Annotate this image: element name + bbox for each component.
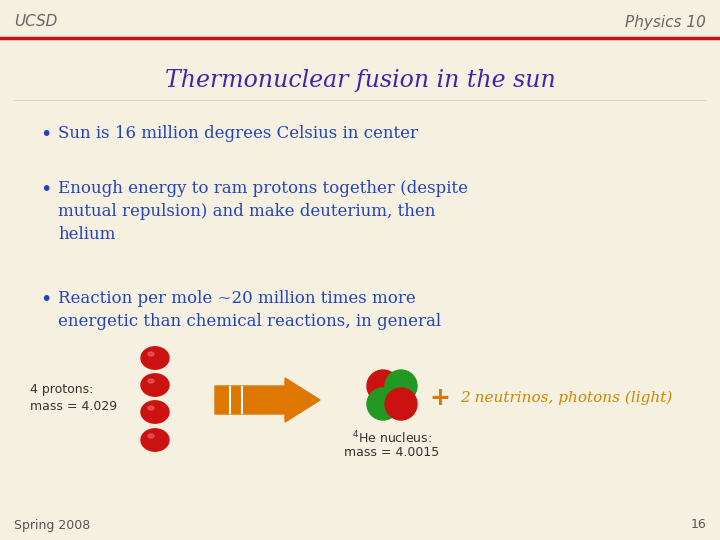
Ellipse shape	[141, 347, 169, 369]
Circle shape	[367, 370, 399, 402]
Text: •: •	[40, 180, 52, 199]
Polygon shape	[215, 378, 320, 422]
Ellipse shape	[148, 379, 154, 383]
Text: UCSD: UCSD	[14, 15, 58, 30]
Text: Sun is 16 million degrees Celsius in center: Sun is 16 million degrees Celsius in cen…	[58, 125, 418, 142]
Circle shape	[385, 370, 417, 402]
Text: Physics 10: Physics 10	[625, 15, 706, 30]
Circle shape	[367, 388, 399, 420]
Ellipse shape	[148, 434, 154, 438]
Text: Spring 2008: Spring 2008	[14, 518, 90, 531]
Text: Thermonuclear fusion in the sun: Thermonuclear fusion in the sun	[165, 69, 555, 91]
Text: +: +	[430, 386, 451, 410]
Ellipse shape	[148, 352, 154, 356]
Ellipse shape	[141, 429, 169, 451]
Text: •: •	[40, 290, 52, 309]
Circle shape	[385, 388, 417, 420]
Text: 16: 16	[690, 518, 706, 531]
Text: $^4$He nucleus:: $^4$He nucleus:	[352, 430, 432, 447]
Ellipse shape	[141, 401, 169, 423]
Text: Reaction per mole ~20 million times more
energetic than chemical reactions, in g: Reaction per mole ~20 million times more…	[58, 290, 441, 330]
Text: Enough energy to ram protons together (despite
mutual repulsion) and make deuter: Enough energy to ram protons together (d…	[58, 180, 468, 242]
Text: 4 protons:
mass = 4.029: 4 protons: mass = 4.029	[30, 383, 117, 413]
Ellipse shape	[148, 406, 154, 410]
Text: 2 neutrinos, photons (light): 2 neutrinos, photons (light)	[460, 391, 672, 405]
Text: •: •	[40, 125, 52, 144]
Text: mass = 4.0015: mass = 4.0015	[344, 446, 440, 459]
Ellipse shape	[141, 374, 169, 396]
